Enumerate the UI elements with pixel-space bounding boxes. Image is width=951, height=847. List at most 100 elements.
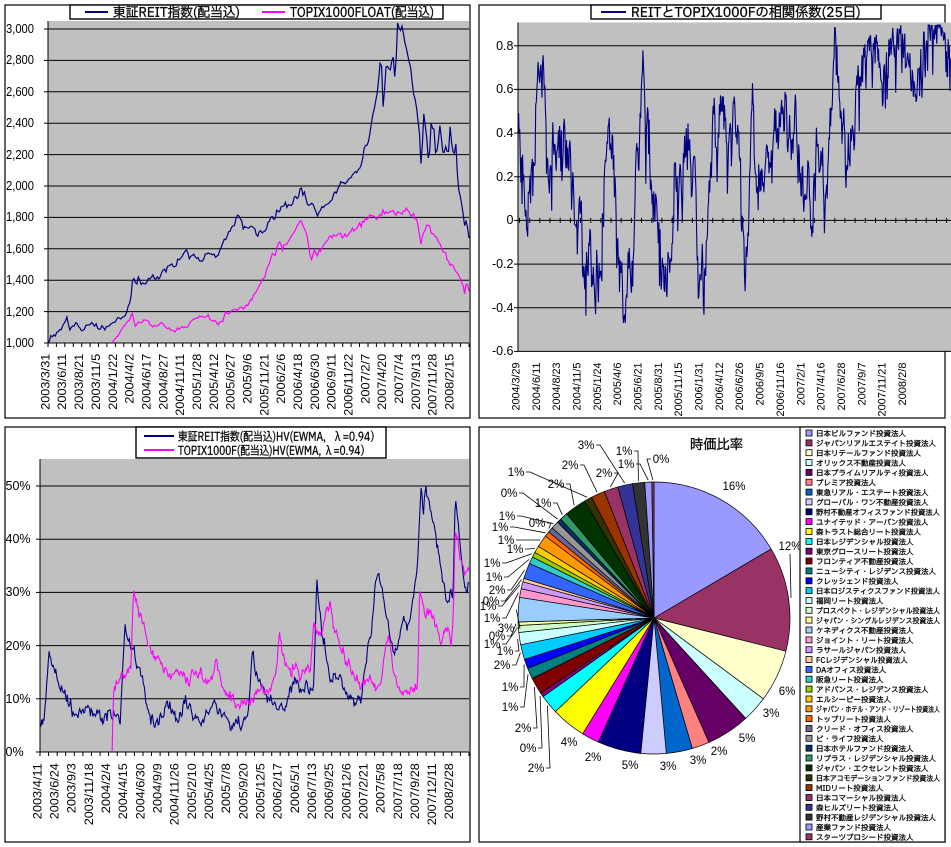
svg-text:2007/5/8: 2007/5/8 [374, 763, 388, 813]
svg-text:2005/12/5: 2005/12/5 [254, 763, 268, 819]
svg-text:2005/2/10: 2005/2/10 [185, 763, 199, 819]
svg-text:0: 0 [507, 213, 514, 227]
svg-text:0.8: 0.8 [496, 39, 513, 53]
svg-text:1%: 1% [535, 498, 552, 510]
svg-text:1,600: 1,600 [6, 242, 34, 256]
svg-text:2%: 2% [489, 585, 506, 597]
svg-text:2006/2/6: 2006/2/6 [274, 353, 288, 403]
svg-text:2005/4/6: 2005/4/6 [612, 363, 624, 406]
svg-text:2003/11/5: 2003/11/5 [89, 353, 103, 409]
svg-text:1%: 1% [498, 535, 515, 547]
svg-text:2005/11/15: 2005/11/15 [673, 363, 685, 417]
svg-text:2007/7/18: 2007/7/18 [391, 763, 405, 819]
svg-text:2007/6/28: 2007/6/28 [836, 363, 848, 411]
svg-text:2003/8/21: 2003/8/21 [72, 353, 86, 409]
svg-text:2007/4/20: 2007/4/20 [375, 353, 389, 409]
svg-text:10%: 10% [6, 692, 31, 706]
svg-text:2%: 2% [562, 460, 579, 472]
svg-text:2005/4/12: 2005/4/12 [207, 353, 221, 409]
svg-text:1%: 1% [480, 601, 497, 613]
svg-text:2004/6/11: 2004/6/11 [531, 363, 543, 411]
svg-text:2006/7/13: 2006/7/13 [305, 763, 319, 819]
svg-text:2003/9/3: 2003/9/3 [65, 763, 79, 813]
svg-text:2006/11/16: 2006/11/16 [775, 363, 787, 417]
svg-text:2003/6/11: 2003/6/11 [55, 353, 69, 409]
svg-text:0%: 0% [483, 596, 500, 608]
svg-text:2005/9/6: 2005/9/6 [241, 353, 255, 403]
svg-text:2007/11/21: 2007/11/21 [877, 363, 889, 417]
svg-text:2005/1/24: 2005/1/24 [592, 363, 604, 411]
svg-text:1,000: 1,000 [6, 336, 34, 350]
svg-text:2007/12/11: 2007/12/11 [425, 763, 439, 825]
svg-text:2008/2/15: 2008/2/15 [443, 353, 457, 409]
svg-text:1,400: 1,400 [6, 273, 34, 287]
svg-text:1%: 1% [484, 613, 501, 625]
svg-text:2004/4/15: 2004/4/15 [116, 763, 130, 819]
svg-text:1%: 1% [508, 467, 525, 479]
svg-text:2005/8/31: 2005/8/31 [653, 363, 665, 411]
svg-text:2003/6/24: 2003/6/24 [48, 763, 62, 819]
svg-text:2006/1/31: 2006/1/31 [694, 363, 706, 411]
svg-text:2004/6/30: 2004/6/30 [133, 763, 147, 819]
svg-text:20%: 20% [6, 639, 31, 653]
svg-text:2005/1/28: 2005/1/28 [190, 353, 204, 409]
svg-text:0.4: 0.4 [496, 126, 513, 140]
svg-text:1%: 1% [499, 511, 516, 523]
svg-text:2003/3/31: 2003/3/31 [38, 353, 52, 409]
svg-text:2006/6/26: 2006/6/26 [734, 363, 746, 411]
svg-text:1%: 1% [502, 702, 519, 714]
svg-text:0%: 0% [489, 631, 506, 643]
svg-text:2007/7/4: 2007/7/4 [392, 353, 406, 403]
svg-text:2003/4/11: 2003/4/11 [30, 763, 44, 819]
svg-text:2005/4/25: 2005/4/25 [202, 763, 216, 819]
svg-text:0%: 0% [6, 745, 24, 759]
svg-text:40%: 40% [6, 532, 31, 546]
svg-text:2,600: 2,600 [6, 85, 34, 99]
svg-text:0.2: 0.2 [496, 170, 513, 184]
svg-text:50%: 50% [6, 479, 31, 493]
svg-text:2006/11/22: 2006/11/22 [342, 353, 356, 415]
svg-text:0%: 0% [653, 454, 670, 466]
svg-text:1%: 1% [507, 544, 524, 556]
svg-text:5%: 5% [739, 733, 756, 745]
svg-text:2004/2/4: 2004/2/4 [99, 763, 113, 813]
svg-text:2007/2/7: 2007/2/7 [358, 353, 372, 403]
svg-text:2006/9/11: 2006/9/11 [325, 353, 339, 409]
svg-text:2%: 2% [585, 752, 602, 764]
svg-text:2%: 2% [528, 763, 545, 775]
svg-text:1,800: 1,800 [6, 210, 34, 224]
svg-text:1%: 1% [502, 682, 519, 694]
svg-text:1%: 1% [486, 572, 503, 584]
svg-text:2004/6/17: 2004/6/17 [139, 353, 153, 409]
svg-text:2,800: 2,800 [6, 53, 34, 67]
svg-text:1%: 1% [616, 446, 633, 458]
svg-text:2004/9/9: 2004/9/9 [151, 763, 165, 813]
svg-text:2%: 2% [596, 468, 613, 480]
svg-text:2008/2/28: 2008/2/28 [442, 763, 456, 819]
svg-text:1%: 1% [484, 639, 501, 651]
svg-text:2004/11/5: 2004/11/5 [571, 363, 583, 411]
svg-text:2007/4/16: 2007/4/16 [816, 363, 828, 411]
svg-text:2004/1/22: 2004/1/22 [106, 353, 120, 409]
svg-text:2005/6/21: 2005/6/21 [633, 363, 645, 411]
svg-text:2,200: 2,200 [6, 148, 34, 162]
svg-text:2007/2/21: 2007/2/21 [356, 763, 370, 819]
svg-text:2005/6/27: 2005/6/27 [224, 353, 238, 409]
svg-text:0.6: 0.6 [496, 82, 513, 96]
svg-text:2,400: 2,400 [6, 116, 34, 130]
svg-text:1%: 1% [492, 522, 509, 534]
svg-text:3,000: 3,000 [6, 22, 34, 36]
svg-text:2006/9/5: 2006/9/5 [755, 363, 767, 406]
svg-text:2%: 2% [515, 723, 532, 735]
svg-text:3%: 3% [578, 440, 595, 452]
svg-text:12%: 12% [778, 541, 801, 553]
svg-text:3%: 3% [660, 761, 677, 773]
svg-text:2%: 2% [494, 660, 511, 672]
svg-text:2,000: 2,000 [6, 179, 34, 193]
svg-text:16%: 16% [722, 481, 745, 493]
svg-text:2006/2/17: 2006/2/17 [271, 763, 285, 819]
svg-text:3%: 3% [498, 623, 515, 635]
svg-text:2005/11/21: 2005/11/21 [257, 353, 271, 415]
svg-text:2004/4/2: 2004/4/2 [123, 353, 137, 403]
svg-text:2006/4/18: 2006/4/18 [291, 353, 305, 409]
